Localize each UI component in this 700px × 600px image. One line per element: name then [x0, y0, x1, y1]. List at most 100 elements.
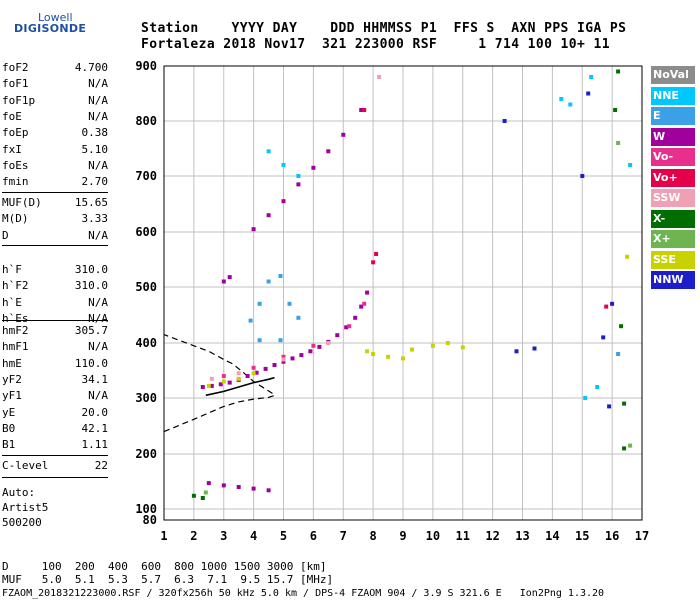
- param-value: 5.10: [81, 142, 109, 156]
- data-point-w: [344, 325, 349, 330]
- data-point-x: [191, 493, 196, 498]
- param-row-foes: foEs N/A: [2, 159, 108, 173]
- legend-item-vo: Vo-: [651, 148, 695, 166]
- ionogram-chart: 1 2 3 4 5 6 7 8 9 10 11 12 13 14 15 16 17801002003004005…: [135, 59, 649, 543]
- param-value: N/A: [88, 340, 108, 354]
- data-point-sse: [625, 254, 630, 259]
- data-point-e: [616, 352, 621, 356]
- param-label: yF1: [2, 389, 22, 403]
- param-label: h`F: [2, 263, 22, 276]
- data-point-w: [335, 333, 340, 338]
- x-tick-label: 12: [485, 529, 499, 543]
- legend-item-noval: NoVal: [651, 66, 695, 84]
- x-tick-label: 13: [515, 529, 529, 543]
- data-point-w: [254, 370, 259, 375]
- x-tick-label: 1: [160, 529, 167, 543]
- data-point-sse: [371, 352, 376, 356]
- data-point-x: [616, 141, 621, 145]
- y-tick-label: 800: [135, 114, 157, 128]
- data-point-e: [296, 315, 301, 320]
- legend-item-w: W: [651, 127, 695, 146]
- data-point-x: [622, 401, 627, 406]
- data-point-nne: [583, 396, 588, 400]
- param-label: foEp: [2, 126, 29, 140]
- x-tick-label: 9: [399, 529, 406, 543]
- param-label: hmF1: [2, 340, 29, 354]
- data-point-nnw: [610, 301, 615, 306]
- data-point-e: [257, 301, 262, 306]
- param-label: MUF(D): [2, 196, 42, 209]
- param-value: 20.0: [81, 405, 109, 419]
- param-value: N/A: [88, 93, 108, 107]
- data-point-vo: [347, 324, 352, 329]
- data-point-x: [200, 496, 205, 500]
- param-label: D: [2, 228, 9, 242]
- data-point-nne: [559, 97, 564, 101]
- data-point-x: [628, 443, 633, 448]
- data-point-w: [281, 359, 286, 364]
- param-label: h`F2: [2, 279, 29, 293]
- data-point-e: [248, 318, 253, 323]
- y-tick-label: 80: [143, 513, 157, 527]
- param-row-md: M(D) 3.33: [2, 212, 108, 226]
- data-point-w: [353, 315, 358, 320]
- param-row-fmin: fmin 2.70: [2, 175, 108, 189]
- param-value: 4.700: [74, 61, 108, 74]
- param-label: B1: [2, 438, 16, 452]
- data-point-w: [263, 366, 268, 371]
- data-point-nnw: [607, 404, 612, 409]
- data-point-vo: [311, 343, 316, 348]
- param-value: N/A: [88, 295, 108, 309]
- data-point-e: [278, 338, 283, 343]
- data-point-nnw: [580, 174, 585, 178]
- x-tick-label: 15: [575, 529, 589, 543]
- data-point-w: [218, 382, 223, 387]
- x-tick-label: 17: [635, 529, 649, 543]
- param-value: N/A: [88, 77, 108, 91]
- param-row-fxi: fxI 5.10: [2, 143, 108, 157]
- logo-lowell: Lowell: [38, 11, 73, 24]
- param-row-hf2: h`F2 310.0: [2, 279, 108, 293]
- data-point-nnw: [514, 349, 519, 354]
- param-value: N/A: [88, 311, 108, 325]
- param-label: B0: [2, 421, 16, 435]
- param-separator: [2, 320, 108, 321]
- data-point-x: [619, 324, 624, 329]
- param-row-hes: h`Es N/A: [2, 312, 108, 326]
- data-point-sse: [365, 349, 370, 354]
- param-value: 2.70: [81, 175, 109, 189]
- data-point-w: [317, 344, 322, 349]
- data-point-w: [251, 486, 256, 491]
- param-label: hmE: [2, 356, 22, 370]
- legend-item-nne: NNE: [651, 86, 695, 105]
- data-point-w: [308, 349, 313, 354]
- legend-item-sse: SSE: [651, 250, 695, 269]
- param-row-mufd: MUF(D) 15.65: [2, 196, 108, 210]
- data-point-nne: [628, 163, 633, 167]
- data-point-nne: [281, 163, 286, 167]
- param-row-hmf1: hmF1 N/A: [2, 340, 108, 354]
- param-value: 42.1: [81, 421, 109, 435]
- param-label: hmF2: [2, 324, 29, 337]
- param-label: foEs: [2, 158, 29, 172]
- footer-muf-row: MUF 5.0 5.1 5.3 5.7 6.3 7.1 9.5 15.7 [MH…: [2, 573, 334, 586]
- param-value: 0.38: [81, 126, 109, 140]
- param-row-b0: B0 42.1: [2, 422, 108, 436]
- header-line-1: Station YYYY DAY DDD HHMMSS P1 FFS S AXN…: [141, 21, 627, 36]
- param-separator: [2, 477, 108, 478]
- data-point-w: [272, 363, 277, 367]
- data-point-nnw: [586, 91, 591, 96]
- legend-item-vo: Vo+: [651, 168, 695, 187]
- data-point-vo: [221, 374, 226, 378]
- param-label: fmin: [2, 175, 29, 189]
- param-row-foep: foEp 0.38: [2, 126, 108, 140]
- param-separator: [2, 245, 108, 246]
- legend-item-nnw: NNW: [651, 271, 695, 289]
- param-value: 110.0: [74, 356, 108, 370]
- param-value: N/A: [88, 109, 108, 123]
- data-point-sse: [221, 379, 226, 384]
- plot-frame: [163, 65, 643, 521]
- legend-item-ssw: SSW: [651, 189, 695, 207]
- profile-curve: [163, 334, 276, 433]
- param-value: 15.65: [74, 196, 108, 209]
